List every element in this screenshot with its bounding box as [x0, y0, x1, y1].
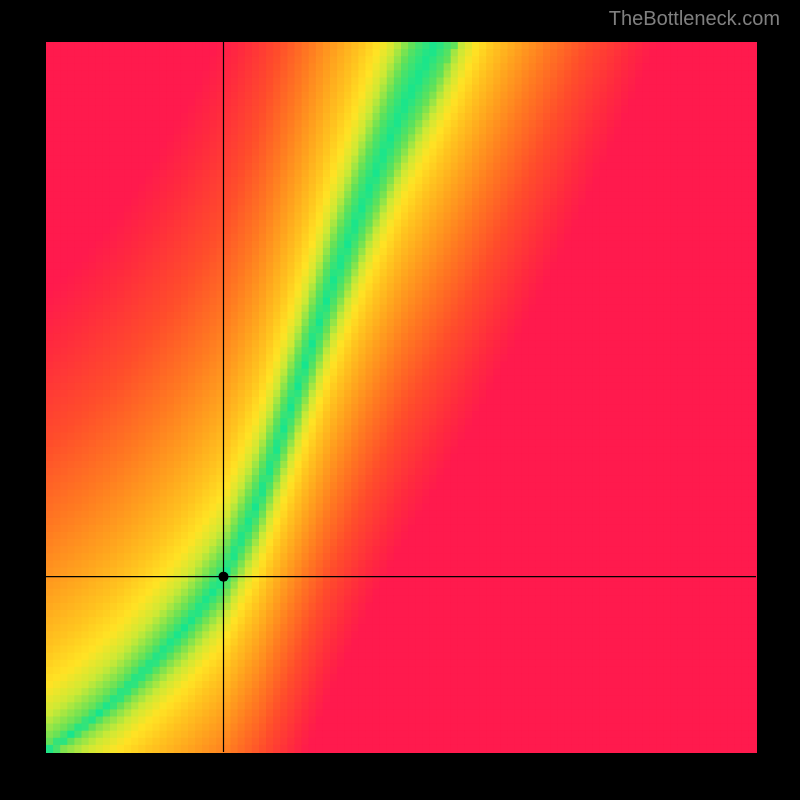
chart-container: TheBottleneck.com	[0, 0, 800, 800]
heatmap-canvas	[0, 0, 800, 800]
watermark-text: TheBottleneck.com	[609, 8, 780, 31]
